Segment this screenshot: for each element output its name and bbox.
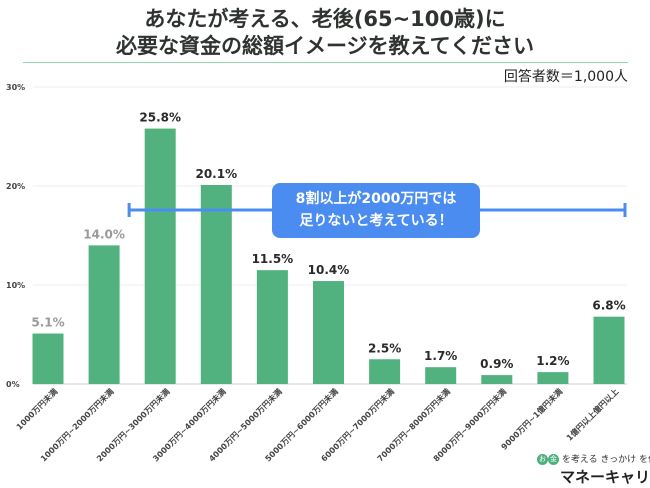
y-tick-label: 10% <box>6 281 25 290</box>
bar <box>32 333 64 384</box>
chart-title-line1: あなたが考える、老後(65~100歳)に <box>144 7 506 31</box>
data-label: 20.1% <box>195 167 237 181</box>
bar <box>425 367 457 384</box>
bar <box>144 128 176 384</box>
data-label: 1.2% <box>536 354 569 368</box>
logo-badge: お <box>537 454 548 465</box>
data-label: 14.0% <box>83 227 125 241</box>
x-tick-label: 1000万円未満 <box>14 386 59 431</box>
y-tick-label: 30% <box>6 83 25 92</box>
bar <box>200 185 232 384</box>
y-tick-label: 0% <box>6 380 20 389</box>
bar <box>593 316 625 384</box>
logo-tagline: を考える きっかけ を作る <box>561 455 650 465</box>
bar <box>481 375 513 384</box>
bar <box>313 281 344 384</box>
data-label: 1.7% <box>424 349 457 363</box>
logo-name: マネーキャリア <box>560 468 650 486</box>
bar <box>88 245 120 384</box>
data-label: 2.5% <box>368 341 401 355</box>
data-label: 25.8% <box>139 111 181 125</box>
annotation-text: 8割以上が2000万円では <box>296 190 457 207</box>
bar <box>256 270 288 384</box>
respondent-count: 回答者数＝1,000人 <box>503 69 628 85</box>
data-label: 10.4% <box>308 263 350 277</box>
y-tick-label: 20% <box>6 182 25 191</box>
data-label: 11.5% <box>252 252 294 266</box>
chart-title-line2: 必要な資金の総額イメージを教えてください <box>116 34 534 58</box>
logo: お金 を考える きっかけ を作る <box>537 454 650 466</box>
logo-badge: 金 <box>548 454 559 465</box>
bar <box>369 359 401 384</box>
data-label: 6.8% <box>592 299 625 313</box>
x-tick-label: 9000万円~1億円未満 <box>499 386 564 451</box>
title-divider <box>23 62 628 63</box>
x-tick-label: 1億円以上億円以上 <box>564 386 620 442</box>
bar <box>537 372 569 384</box>
data-label: 0.9% <box>480 357 513 371</box>
annotation-box <box>272 183 480 238</box>
annotation-text: 足りないと考えている！ <box>299 212 452 229</box>
data-label: 5.1% <box>31 316 64 330</box>
